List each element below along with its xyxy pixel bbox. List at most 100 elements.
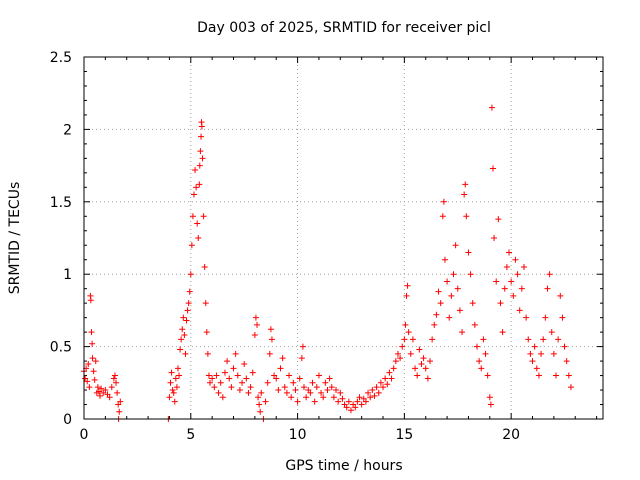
data-point	[565, 372, 572, 379]
data-point	[459, 329, 466, 336]
data-point	[399, 343, 406, 350]
data-point	[170, 389, 177, 396]
y-tick-label: 1	[63, 267, 72, 283]
data-point	[187, 271, 194, 278]
data-point	[197, 148, 204, 155]
data-point	[189, 213, 196, 220]
data-point	[201, 263, 208, 270]
data-point	[254, 321, 260, 328]
data-point	[226, 375, 233, 382]
data-point	[184, 307, 191, 314]
data-point	[514, 271, 521, 278]
data-point	[418, 360, 425, 367]
data-point	[446, 314, 453, 321]
data-point	[217, 379, 224, 386]
data-point	[345, 398, 352, 405]
data-point	[255, 394, 262, 401]
data-point	[555, 336, 562, 343]
data-point	[186, 288, 193, 295]
data-point	[178, 336, 185, 343]
data-point	[211, 384, 218, 391]
chart-title: Day 003 of 2025, SRMTID for receiver pic…	[197, 20, 491, 36]
data-point	[313, 384, 320, 391]
data-point	[516, 307, 523, 314]
data-point	[512, 256, 519, 263]
data-point	[416, 346, 423, 353]
data-point	[461, 191, 468, 198]
data-point	[382, 375, 389, 382]
data-point	[520, 263, 527, 270]
data-point	[467, 271, 474, 278]
data-point	[548, 329, 555, 336]
data-point	[473, 343, 480, 350]
data-point	[303, 394, 310, 401]
data-point	[258, 389, 265, 396]
data-point	[448, 292, 455, 299]
data-point	[388, 375, 395, 382]
data-point	[88, 329, 95, 336]
data-point	[215, 389, 222, 396]
data-point	[337, 389, 344, 396]
data-point	[166, 394, 173, 401]
data-point	[299, 343, 306, 350]
data-point	[542, 314, 549, 321]
data-point	[540, 336, 547, 343]
data-point	[198, 123, 205, 130]
data-point	[290, 379, 297, 386]
data-point	[90, 368, 97, 375]
data-point	[343, 404, 350, 411]
data-point	[435, 288, 442, 295]
data-point	[471, 321, 478, 328]
data-point	[386, 369, 393, 376]
data-point	[300, 384, 307, 391]
data-point	[439, 213, 446, 220]
data-point	[497, 300, 504, 307]
data-point	[365, 389, 372, 396]
data-point	[525, 336, 532, 343]
data-point	[324, 387, 331, 394]
data-point	[469, 300, 476, 307]
data-point	[309, 379, 316, 386]
data-point	[264, 379, 271, 386]
x-axis-label: GPS time / hours	[285, 458, 402, 474]
data-point	[183, 317, 190, 324]
data-point	[97, 392, 104, 399]
y-axis-label: SRMTID / TECUs	[7, 182, 23, 295]
data-point	[185, 300, 192, 307]
data-point	[198, 133, 205, 140]
data-point	[488, 104, 495, 111]
data-point	[169, 387, 176, 394]
data-point	[85, 360, 92, 367]
data-point	[454, 285, 461, 292]
data-point	[369, 387, 376, 394]
data-point	[422, 365, 429, 372]
data-point	[188, 242, 195, 249]
data-point	[508, 278, 515, 285]
data-point	[113, 379, 120, 386]
data-point	[561, 343, 568, 350]
data-point	[352, 404, 359, 411]
data-point	[510, 292, 517, 299]
tick-labels: 0 5 10 15 20 0 0.5 1 1.5 2 2.5	[50, 50, 520, 443]
data-point	[320, 394, 327, 401]
data-point	[367, 394, 374, 401]
x-tick-label: 5	[186, 427, 195, 443]
y-tick-label: 2	[63, 122, 72, 138]
y-tick-label: 0	[63, 412, 72, 428]
data-point	[401, 336, 408, 343]
data-point	[559, 314, 566, 321]
data-point	[404, 282, 411, 289]
data-point	[373, 384, 380, 391]
data-point	[193, 184, 200, 191]
data-point	[503, 263, 510, 270]
data-point	[420, 355, 427, 362]
data-point	[456, 307, 463, 314]
data-point	[437, 300, 444, 307]
data-point	[288, 394, 295, 401]
data-point	[228, 384, 235, 391]
data-point	[484, 372, 491, 379]
data-point	[202, 300, 209, 307]
data-point	[257, 408, 264, 415]
data-point	[315, 372, 322, 379]
data-point	[335, 398, 342, 405]
